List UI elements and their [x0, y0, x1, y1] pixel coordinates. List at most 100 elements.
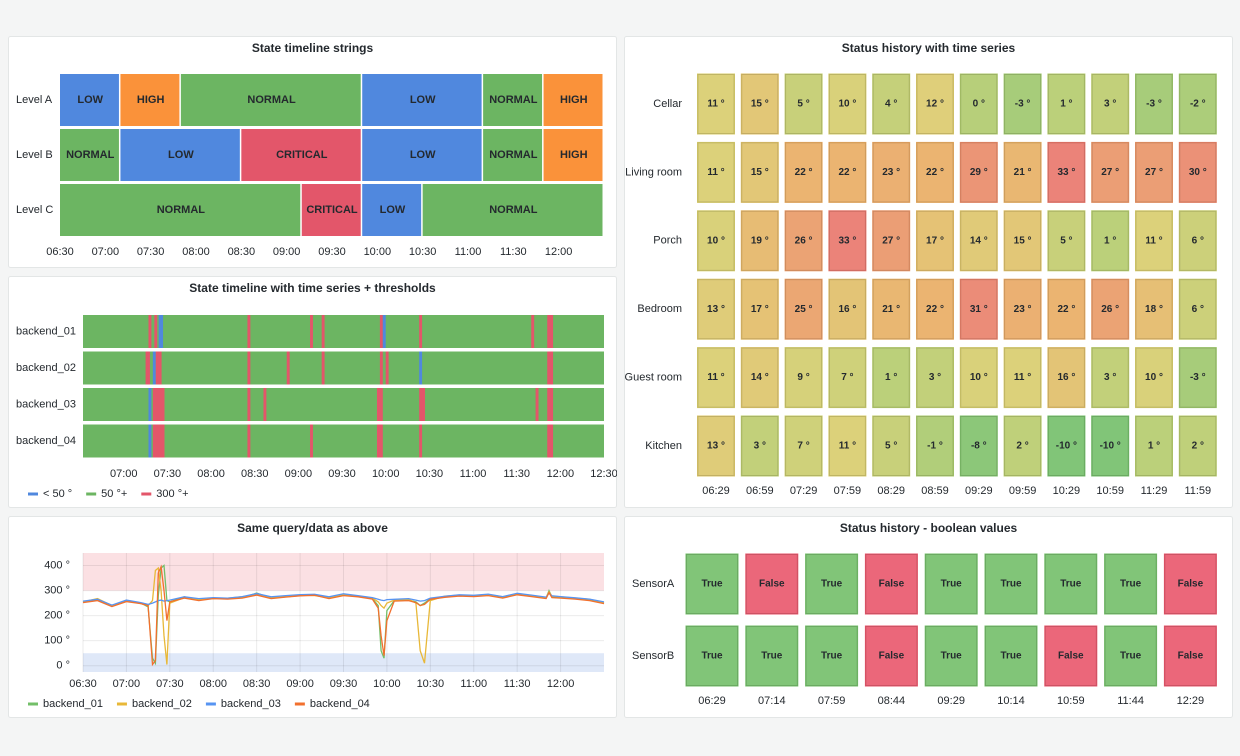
cell-label: -3 °	[1190, 372, 1206, 383]
x-tick-label: 10:30	[409, 246, 437, 258]
status-cell	[828, 141, 867, 203]
state-segment	[148, 424, 152, 458]
x-tick-label: 07:00	[113, 678, 141, 690]
state-segment	[241, 129, 361, 181]
x-tick-label: 11:30	[504, 678, 531, 690]
cell-label: 6 °	[1192, 235, 1204, 246]
cell-label: 23 °	[1014, 304, 1032, 315]
panel	[624, 516, 1233, 718]
cell-label: 22 °	[926, 167, 944, 178]
x-tick-label: 06:29	[702, 485, 730, 497]
status-cell	[685, 625, 739, 687]
cell-label: -3 °	[1146, 99, 1162, 110]
x-tick-label: 10:00	[372, 468, 400, 480]
status-cell	[685, 553, 739, 615]
state-segment	[321, 315, 325, 348]
cell-label: 4 °	[885, 99, 897, 110]
state-segment	[483, 74, 543, 126]
status-cell	[916, 347, 954, 409]
cell-label: 23 °	[882, 167, 900, 178]
x-tick-label: 10:59	[1057, 695, 1085, 707]
state-segment	[379, 351, 383, 385]
status-cell	[959, 73, 998, 135]
x-tick-label: 08:29	[877, 485, 905, 497]
x-tick-label: 07:59	[834, 485, 862, 497]
state-label: LOW	[380, 204, 406, 216]
status-cell	[1163, 625, 1217, 687]
row-label: backend_02	[16, 362, 76, 374]
cell-label: 14 °	[970, 235, 988, 246]
x-tick-label: 07:30	[137, 246, 165, 258]
cell-label: True	[701, 651, 723, 662]
state-label: CRITICAL	[276, 149, 328, 161]
state-segment	[247, 424, 251, 458]
x-tick-label: 10:14	[997, 695, 1025, 707]
status-cell	[828, 415, 867, 477]
x-tick-label: 10:00	[364, 246, 392, 258]
legend-label: backend_04	[310, 698, 370, 710]
status-cell	[1044, 625, 1098, 687]
cell-label: -3 °	[1015, 99, 1031, 110]
cell-label: 5 °	[885, 441, 897, 452]
status-cell	[916, 415, 954, 477]
state-segment	[543, 129, 603, 181]
cell-label: 31 °	[970, 304, 988, 315]
cell-label: 19 °	[751, 235, 769, 246]
state-segment	[382, 315, 386, 348]
state-segment	[148, 388, 152, 421]
x-tick-label: 11:59	[1184, 485, 1211, 497]
cell-label: -1 °	[927, 441, 943, 452]
legend-label: backend_02	[132, 698, 192, 710]
cell-label: 13 °	[707, 304, 725, 315]
status-cell	[924, 553, 978, 615]
status-cell	[959, 210, 998, 272]
state-segment	[148, 315, 152, 348]
cell-label: 27 °	[1101, 167, 1119, 178]
status-cell	[784, 415, 823, 477]
state-label: HIGH	[560, 94, 588, 106]
x-tick-label: 08:59	[921, 485, 949, 497]
cell-label: 33 °	[1057, 167, 1075, 178]
cell-label: 3 °	[754, 441, 766, 452]
state-segment	[419, 315, 423, 348]
state-label: LOW	[168, 149, 194, 161]
cell-label: 9 °	[797, 372, 809, 383]
status-cell	[784, 278, 823, 340]
state-segment	[247, 351, 251, 385]
x-tick-label: 12:00	[547, 678, 575, 690]
cell-label: 10 °	[707, 235, 725, 246]
state-segment	[531, 315, 535, 348]
panel-title: State timeline with time series + thresh…	[189, 281, 436, 295]
x-tick-label: 06:59	[746, 485, 774, 497]
x-tick-label: 12:00	[547, 468, 575, 480]
cell-label: True	[1120, 579, 1142, 590]
x-tick-label: 11:30	[500, 246, 527, 258]
status-cell	[1091, 278, 1130, 340]
status-cell	[1091, 347, 1130, 409]
status-cell	[740, 141, 779, 203]
x-tick-label: 09:59	[1009, 485, 1037, 497]
status-cell	[740, 415, 779, 477]
y-tick-label: 200 °	[44, 610, 70, 622]
state-label: CRITICAL	[306, 204, 358, 216]
status-cell	[828, 210, 867, 272]
cell-label: False	[879, 651, 905, 662]
row-label: Cellar	[653, 98, 682, 110]
row-label: Kitchen	[645, 440, 682, 452]
status-cell	[1135, 278, 1173, 340]
x-tick-label: 07:29	[790, 485, 818, 497]
status-cell	[1003, 210, 1042, 272]
status-cell	[984, 553, 1038, 615]
row-label: Level A	[16, 94, 53, 106]
cell-label: True	[941, 579, 963, 590]
status-cell	[784, 210, 823, 272]
panel-title: Same query/data as above	[237, 521, 388, 535]
cell-label: -10 °	[1100, 441, 1121, 452]
status-cell	[1047, 141, 1086, 203]
status-cell	[740, 278, 779, 340]
state-segment	[60, 184, 301, 236]
cell-label: 21 °	[882, 304, 900, 315]
status-cell	[872, 347, 911, 409]
state-label: LOW	[410, 149, 436, 161]
